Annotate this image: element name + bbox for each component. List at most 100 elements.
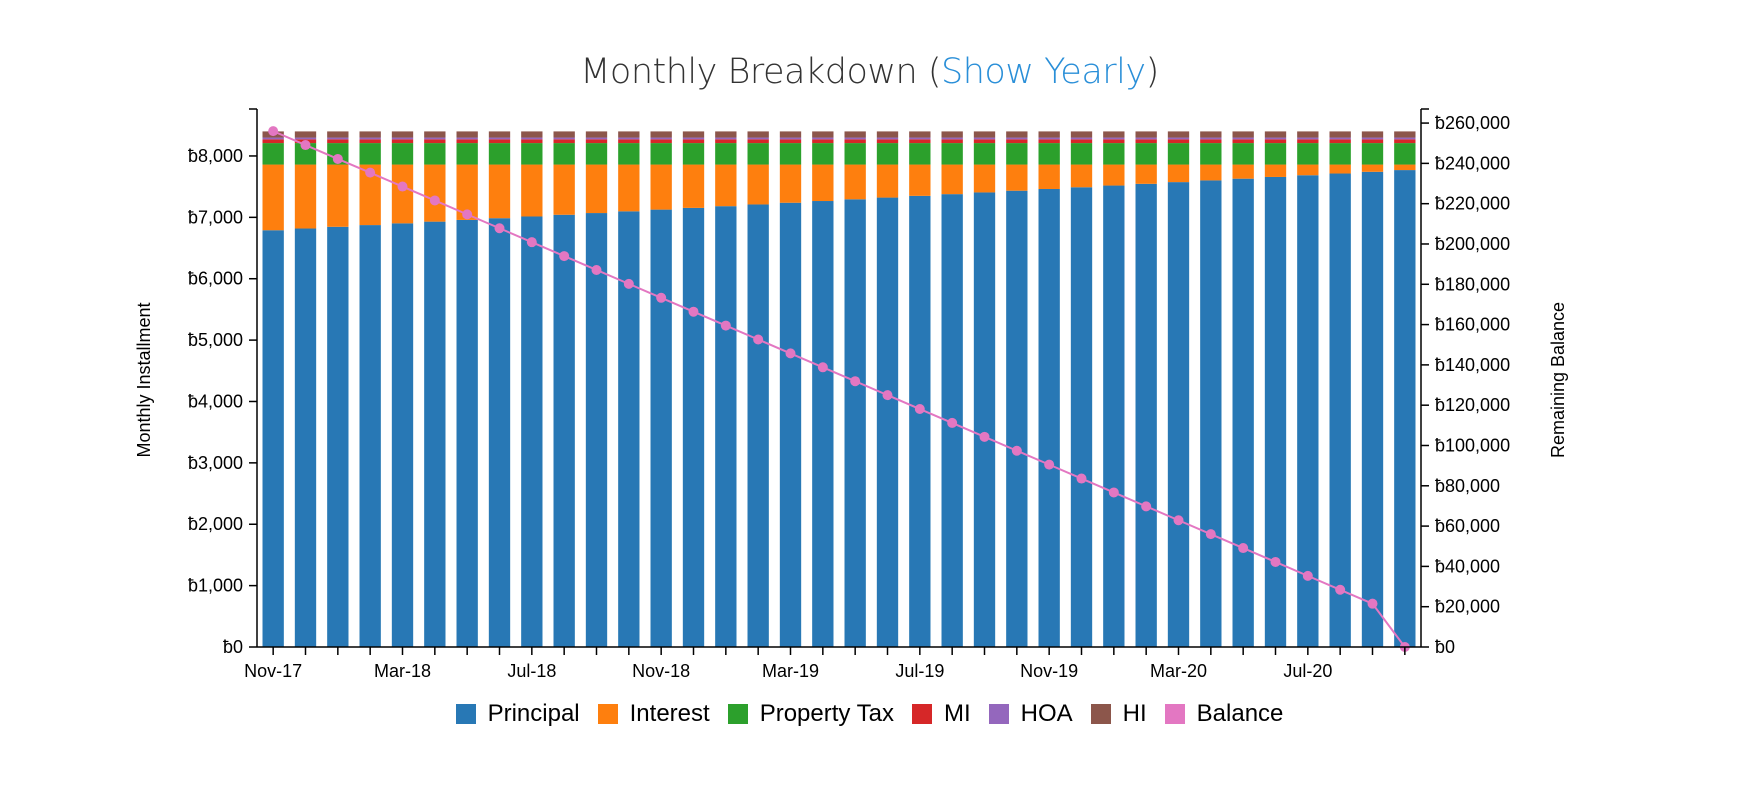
bar-principal-mar-19	[779, 202, 802, 648]
bar-mi-oct-19	[1006, 139, 1028, 144]
bar-principal-may-18	[456, 219, 478, 648]
bar-mi-jan-20	[1103, 139, 1125, 144]
bar-hi-jun-19	[876, 131, 899, 138]
legend-item-hoa[interactable]: HOA	[988, 700, 1073, 728]
bar-hi-aug-18	[553, 131, 575, 138]
bar-property-tax-apr-18	[424, 143, 446, 165]
bar-hoa-jan-18	[327, 137, 349, 140]
bar-property-tax-jun-18	[488, 143, 511, 165]
bar-hoa-feb-18	[359, 137, 381, 140]
balance-point-feb-18	[365, 167, 376, 178]
show-yearly-link[interactable]: Show Yearly	[941, 52, 1146, 92]
bar-property-tax-feb-20	[1135, 143, 1157, 165]
bar-mi-nov-19	[1038, 139, 1060, 144]
bar-principal-sep-19	[973, 192, 996, 648]
legend-label: Balance	[1196, 700, 1284, 727]
bar-interest-feb-20	[1135, 164, 1157, 184]
bar-hoa-jan-20	[1103, 137, 1125, 140]
legend-item-hi[interactable]: HI	[1090, 700, 1147, 728]
bar-hoa-oct-20	[1394, 137, 1416, 140]
bar-interest-aug-20	[1329, 164, 1351, 174]
bar-interest-sep-19	[973, 164, 996, 193]
legend-item-property-tax[interactable]: Property Tax	[727, 700, 894, 728]
bar-property-tax-may-20	[1232, 143, 1254, 165]
legend-item-interest[interactable]: Interest	[597, 700, 710, 728]
bar-hoa-jun-19	[876, 137, 899, 140]
y2-tick-label: ƀ260,000	[1435, 113, 1510, 133]
bar-hoa-sep-20	[1361, 137, 1384, 140]
bar-principal-mar-20	[1167, 182, 1190, 648]
bar-interest-jul-19	[909, 164, 931, 196]
bar-mi-may-19	[844, 139, 866, 144]
bar-property-tax-feb-19	[747, 143, 769, 165]
bar-interest-mar-20	[1167, 164, 1190, 183]
balance-point-jun-18	[494, 223, 505, 234]
bar-property-tax-aug-18	[553, 143, 575, 165]
title-prefix: Monthly Breakdown (	[580, 52, 941, 92]
bar-property-tax-jul-18	[521, 143, 543, 165]
balance-point-sep-19	[979, 431, 990, 442]
bar-principal-may-20	[1232, 178, 1254, 647]
bar-hoa-feb-20	[1135, 137, 1157, 140]
bar-hi-aug-20	[1329, 131, 1351, 138]
y2-tick-label: ƀ20,000	[1435, 597, 1500, 617]
bar-mi-mar-19	[779, 139, 802, 144]
bar-interest-jun-20	[1264, 164, 1287, 177]
balance-point-aug-20	[1335, 584, 1346, 595]
bar-interest-jan-19	[715, 164, 737, 207]
bar-principal-feb-20	[1135, 183, 1157, 647]
balance-point-sep-20	[1367, 598, 1378, 609]
bar-hi-mar-18	[391, 131, 414, 138]
bar-principal-oct-20	[1394, 170, 1416, 647]
balance-point-dec-17	[300, 140, 311, 151]
bar-hi-oct-18	[618, 131, 640, 138]
bar-principal-mar-18	[391, 223, 414, 648]
bar-mi-aug-18	[553, 139, 575, 144]
bar-mi-jul-20	[1297, 139, 1319, 144]
bar-interest-oct-19	[1006, 164, 1028, 191]
balance-point-nov-17	[268, 126, 279, 137]
bar-mi-aug-20	[1329, 139, 1351, 144]
legend-swatch	[988, 704, 1009, 724]
y-tick-label: ƀ3,000	[188, 453, 243, 473]
legend-item-principal[interactable]: Principal	[455, 700, 580, 728]
bar-interest-apr-19	[812, 164, 834, 202]
bar-interest-aug-18	[553, 164, 575, 215]
bar-hi-may-18	[456, 131, 478, 138]
bar-principal-may-19	[844, 199, 866, 648]
y2-tick-label: ƀ200,000	[1435, 234, 1510, 254]
x-tick-label: Jul-18	[507, 661, 556, 681]
bar-hi-oct-20	[1394, 131, 1416, 138]
y-tick-label: ƀ2,000	[188, 514, 243, 534]
bar-principal-oct-18	[618, 211, 640, 647]
bar-mi-jul-18	[521, 139, 543, 144]
bar-principal-feb-18	[359, 225, 381, 647]
bar-principal-aug-18	[553, 214, 575, 647]
bar-hoa-aug-19	[941, 137, 963, 140]
x-tick-label: Nov-19	[1020, 661, 1078, 681]
bar-property-tax-sep-18	[585, 143, 608, 165]
x-tick-label: Nov-17	[244, 661, 302, 681]
bar-interest-apr-18	[424, 164, 446, 222]
bar-mi-jan-19	[715, 139, 737, 144]
bar-interest-oct-20	[1394, 164, 1416, 171]
balance-point-nov-18	[656, 292, 667, 303]
legend-item-balance[interactable]: Balance	[1164, 700, 1284, 728]
bar-mi-aug-19	[941, 139, 963, 144]
bar-principal-jul-19	[909, 195, 931, 648]
bar-principal-nov-19	[1038, 188, 1060, 648]
bar-principal-jul-18	[521, 216, 543, 648]
legend-item-mi[interactable]: MI	[911, 700, 971, 728]
bar-hoa-dec-17	[294, 137, 317, 140]
bar-hi-nov-18	[650, 131, 672, 138]
y2-tick-label: ƀ180,000	[1435, 274, 1510, 294]
bar-hi-jan-19	[715, 131, 737, 138]
balance-point-sep-18	[591, 264, 602, 275]
bar-hoa-mar-20	[1167, 137, 1190, 140]
bar-hoa-jun-18	[488, 137, 511, 140]
bar-hoa-feb-19	[747, 137, 769, 140]
bar-property-tax-sep-20	[1361, 143, 1384, 165]
bar-interest-sep-20	[1361, 164, 1384, 172]
bar-hi-may-19	[844, 131, 866, 138]
bar-principal-aug-20	[1329, 173, 1351, 647]
